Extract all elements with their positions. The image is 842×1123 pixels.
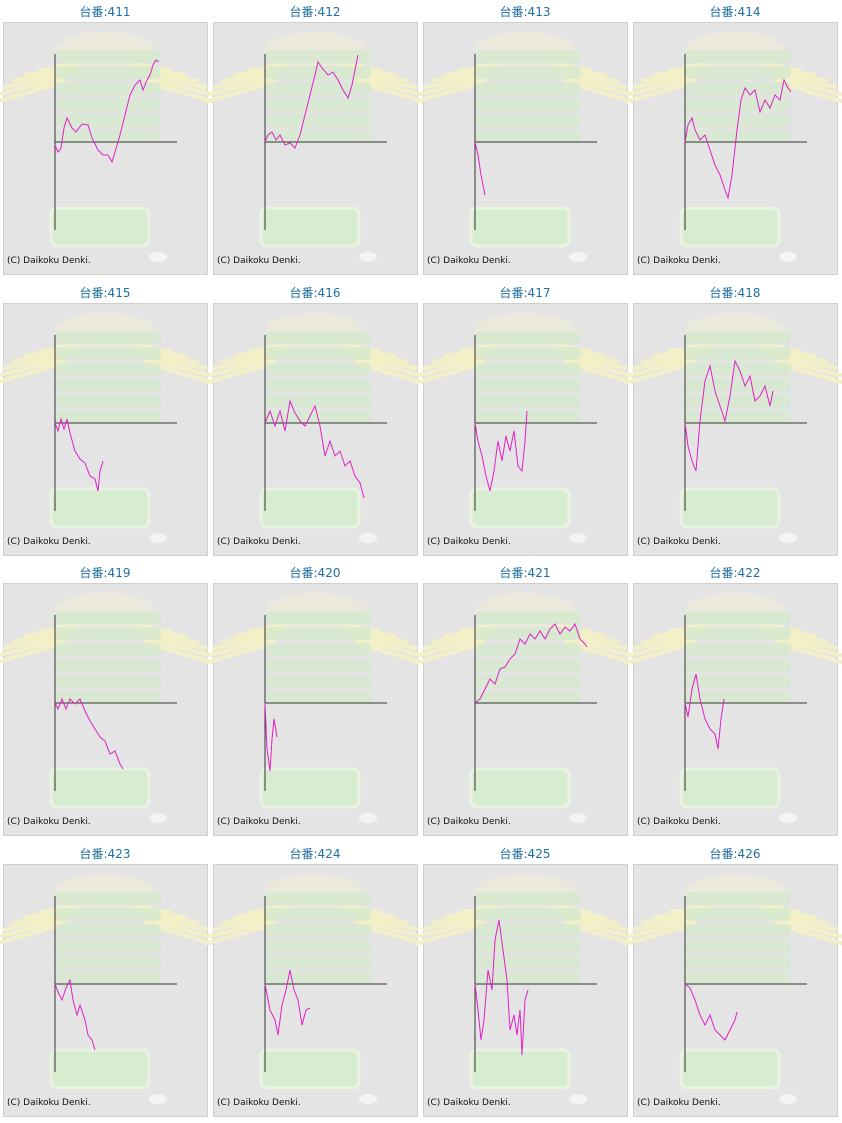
chart-title: 台番:412 bbox=[290, 4, 341, 19]
data-line bbox=[474, 919, 529, 1056]
data-line bbox=[684, 359, 774, 472]
chart-panel: 台番:426 (C) Daikoku Denki. bbox=[624, 846, 842, 1117]
chart-title: 台番:413 bbox=[500, 4, 551, 19]
chart-title: 台番:415 bbox=[80, 285, 131, 300]
chart-panel: 台番:419 (C) Daikoku Denki. bbox=[0, 565, 216, 836]
chart-panel: 台番:425 (C) Daikoku Denki. bbox=[414, 846, 636, 1117]
chart-panel: 台番:421 (C) Daikoku Denki. bbox=[414, 565, 636, 836]
chart-title: 台番:426 bbox=[710, 846, 761, 861]
chart-panel: 台番:412 (C) Daikoku Denki. bbox=[204, 4, 426, 275]
chart-panel: 台番:422 (C) Daikoku Denki. bbox=[624, 565, 842, 836]
chart-panel: 台番:420 (C) Daikoku Denki. bbox=[204, 565, 426, 836]
chart-title: 台番:423 bbox=[80, 846, 131, 861]
copyright: (C) Daikoku Denki. bbox=[427, 537, 511, 547]
chart-title: 台番:424 bbox=[290, 846, 341, 861]
data-line bbox=[264, 969, 311, 1036]
copyright: (C) Daikoku Denki. bbox=[7, 817, 91, 827]
copyright: (C) Daikoku Denki. bbox=[427, 1098, 511, 1108]
data-line bbox=[474, 141, 486, 196]
data-line bbox=[264, 399, 365, 499]
copyright: (C) Daikoku Denki. bbox=[217, 1098, 301, 1108]
data-line bbox=[684, 983, 738, 1041]
copyright: (C) Daikoku Denki. bbox=[7, 256, 91, 266]
chart-panel: 台番:411 (C) Daikoku Denki. bbox=[0, 4, 216, 275]
data-line bbox=[264, 702, 278, 772]
chart-title: 台番:421 bbox=[500, 565, 551, 580]
chart-title: 台番:414 bbox=[710, 4, 761, 19]
chart-panel: 台番:413 (C) Daikoku Denki. bbox=[414, 4, 636, 275]
data-line bbox=[264, 54, 359, 149]
data-line bbox=[474, 410, 528, 492]
copyright: (C) Daikoku Denki. bbox=[637, 537, 721, 547]
chart-panel: 台番:416 (C) Daikoku Denki. bbox=[204, 285, 426, 556]
copyright: (C) Daikoku Denki. bbox=[217, 537, 301, 547]
chart-panel: 台番:415 (C) Daikoku Denki. bbox=[0, 285, 216, 556]
data-line bbox=[684, 78, 792, 200]
chart-panel: 台番:423 (C) Daikoku Denki. bbox=[0, 846, 216, 1117]
chart-title: 台番:419 bbox=[80, 565, 131, 580]
copyright: (C) Daikoku Denki. bbox=[427, 817, 511, 827]
chart-title: 台番:418 bbox=[710, 285, 761, 300]
copyright: (C) Daikoku Denki. bbox=[637, 1098, 721, 1108]
chart-panel: 台番:424 (C) Daikoku Denki. bbox=[204, 846, 426, 1117]
data-line bbox=[54, 978, 96, 1051]
chart-panel: 台番:417 (C) Daikoku Denki. bbox=[414, 285, 636, 556]
copyright: (C) Daikoku Denki. bbox=[7, 1098, 91, 1108]
chart-panel: 台番:414 (C) Daikoku Denki. bbox=[624, 4, 842, 275]
chart-title: 台番:417 bbox=[500, 285, 551, 300]
copyright: (C) Daikoku Denki. bbox=[427, 256, 511, 266]
copyright: (C) Daikoku Denki. bbox=[217, 256, 301, 266]
data-line bbox=[54, 697, 124, 770]
chart-panel: 台番:418 (C) Daikoku Denki. bbox=[624, 285, 842, 556]
copyright: (C) Daikoku Denki. bbox=[637, 256, 721, 266]
copyright: (C) Daikoku Denki. bbox=[637, 817, 721, 827]
chart-title: 台番:425 bbox=[500, 846, 551, 861]
data-line bbox=[474, 622, 588, 704]
chart-title: 台番:422 bbox=[710, 565, 761, 580]
copyright: (C) Daikoku Denki. bbox=[217, 817, 301, 827]
data-line bbox=[684, 673, 725, 750]
data-line bbox=[54, 417, 104, 492]
chart-title: 台番:416 bbox=[290, 285, 341, 300]
chart-title: 台番:411 bbox=[80, 4, 131, 19]
chart-title: 台番:420 bbox=[290, 565, 341, 580]
copyright: (C) Daikoku Denki. bbox=[7, 537, 91, 547]
data-line bbox=[54, 59, 160, 164]
